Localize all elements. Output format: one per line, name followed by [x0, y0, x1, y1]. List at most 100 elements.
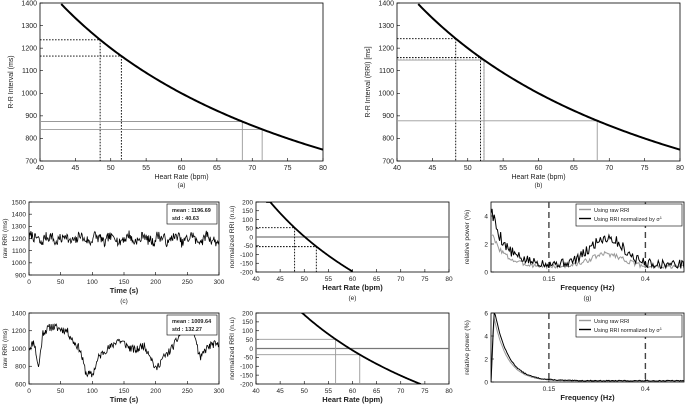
x-tick-label: 250 [182, 388, 193, 395]
y-tick-label: 1000 [21, 91, 37, 98]
x-tick-label: 0.15 [543, 276, 556, 283]
y-tick-label: 900 [25, 113, 37, 120]
y-tick-label: -50 [244, 243, 254, 250]
x-tick-label: 0 [27, 279, 31, 286]
x-tick-label: 70 [397, 388, 405, 395]
y-tick-label: 0 [249, 234, 253, 241]
x-tick-label: 100 [87, 279, 98, 286]
x-tick-label: 40 [252, 388, 260, 395]
y-tick-label: 1200 [21, 45, 37, 52]
y-tick-label: -150 [240, 372, 253, 379]
legend-entry: Using RRI normalized by σ1 [594, 326, 663, 335]
x-tick-label: 150 [119, 279, 130, 286]
x-tick-label: 50 [464, 165, 472, 172]
y-tick-label: 1400 [12, 310, 27, 317]
x-tick-label: 100 [87, 388, 98, 395]
y-tick-label: 800 [25, 136, 37, 143]
y-axis-label: normalized RRI (n.u) [229, 206, 236, 269]
stats-box-frame [166, 203, 218, 225]
y-axis-label: normalized RRI (n.u) [229, 317, 236, 380]
x-tick-label: 60 [535, 165, 543, 172]
y-tick-label: 900 [15, 272, 26, 279]
x-tick-label: 250 [182, 279, 193, 286]
y-tick-label: -50 [244, 355, 254, 362]
y-tick-label: -150 [240, 261, 253, 268]
stats-box-frame [166, 314, 218, 336]
stats-mean: mean : 1009.64 [172, 319, 212, 325]
y-tick-label: 1100 [379, 68, 394, 75]
x-tick-label: 0.4 [641, 276, 650, 283]
y-tick-label: 1200 [378, 45, 394, 52]
legend-box [575, 203, 683, 227]
plot-area [397, 3, 680, 161]
x-tick-label: 70 [248, 165, 256, 172]
y-tick-label: 200 [242, 310, 253, 317]
x-tick-label: 80 [445, 276, 453, 283]
y-tick-label: 800 [15, 364, 26, 371]
x-tick-label: 300 [214, 388, 225, 395]
y-tick-label: 1200 [12, 236, 27, 243]
x-axis-label: Heart Rate (bpm) [154, 174, 208, 181]
x-tick-label: 60 [178, 165, 186, 172]
x-tick-label: 70 [605, 165, 613, 172]
plot-area [40, 3, 323, 161]
rr-curve-line [301, 313, 422, 384]
panel-b: 700 800 900 1000 1100 1200 1300 1400 40 45 50 55 60 6… [365, 0, 684, 189]
y-tick-label: -200 [240, 381, 253, 388]
x-tick-label: 55 [142, 165, 150, 172]
x-tick-label: 65 [570, 165, 578, 172]
stats-std: std : 40.63 [172, 216, 199, 222]
x-tick-label: 45 [277, 388, 285, 395]
x-tick-label: 40 [252, 276, 260, 283]
y-tick-label: 0 [484, 269, 488, 276]
y-tick-label: 700 [25, 158, 37, 165]
legend-entry-label: Using RRI normalized by σ [594, 217, 660, 223]
x-tick-label: 80 [445, 388, 453, 395]
legend-entry-label: Using RRI normalized by σ [594, 328, 660, 334]
y-tick-label: 100 [242, 217, 253, 224]
axes-frame [39, 2, 324, 162]
rr-curve-line [266, 202, 353, 272]
y-tick-label: -100 [240, 252, 253, 259]
plot-area [256, 202, 449, 272]
x-tick-label: 45 [71, 165, 79, 172]
panel-caption: (g) [584, 295, 592, 302]
panel-caption: (b) [535, 182, 543, 189]
y-tick-label: 100 [242, 328, 253, 335]
x-tick-label: 65 [373, 388, 381, 395]
x-tick-label: 80 [319, 165, 327, 172]
y-axis-label: raw RRI (ms) [2, 328, 9, 368]
x-tick-label: 45 [277, 276, 285, 283]
y-tick-label: 150 [242, 319, 253, 326]
x-axis-label: Frequency (Hz) [560, 393, 615, 402]
y-tick-label: 700 [382, 158, 394, 165]
x-tick-label: 50 [57, 279, 65, 286]
x-tick-label: 45 [428, 165, 436, 172]
x-tick-label: 60 [349, 388, 357, 395]
stats-box: mean : 1196.69 std : 40.63 [166, 203, 218, 225]
y-tick-label: 1300 [12, 224, 27, 231]
x-tick-label: 75 [641, 165, 649, 172]
x-axis-label: Time (s) [110, 286, 139, 295]
stats-box: mean : 1009.64 std : 132.27 [166, 314, 218, 336]
panel-g: 0 2 4 0.15 0.4 Frequency (Hz) relative power (… [464, 201, 685, 302]
x-tick-label: 150 [119, 388, 130, 395]
x-tick-label: 50 [301, 388, 309, 395]
y-axis-label: R-R Interval (RRI) [ms] [365, 46, 372, 117]
x-tick-label: 40 [393, 165, 401, 172]
legend-entry-superscript: 1 [660, 215, 663, 220]
legend-entry-label: Using raw RRI [594, 208, 630, 214]
y-tick-label: 50 [246, 337, 254, 344]
x-tick-label: 80 [676, 165, 684, 172]
x-tick-label: 75 [421, 276, 429, 283]
x-tick-label: 75 [284, 165, 292, 172]
y-tick-label: 4 [484, 333, 488, 340]
x-tick-label: 55 [325, 388, 333, 395]
y-tick-label: 1100 [22, 68, 37, 75]
y-tick-label: 4 [484, 213, 488, 220]
x-tick-label: 50 [57, 388, 65, 395]
x-tick-label: 200 [150, 279, 161, 286]
